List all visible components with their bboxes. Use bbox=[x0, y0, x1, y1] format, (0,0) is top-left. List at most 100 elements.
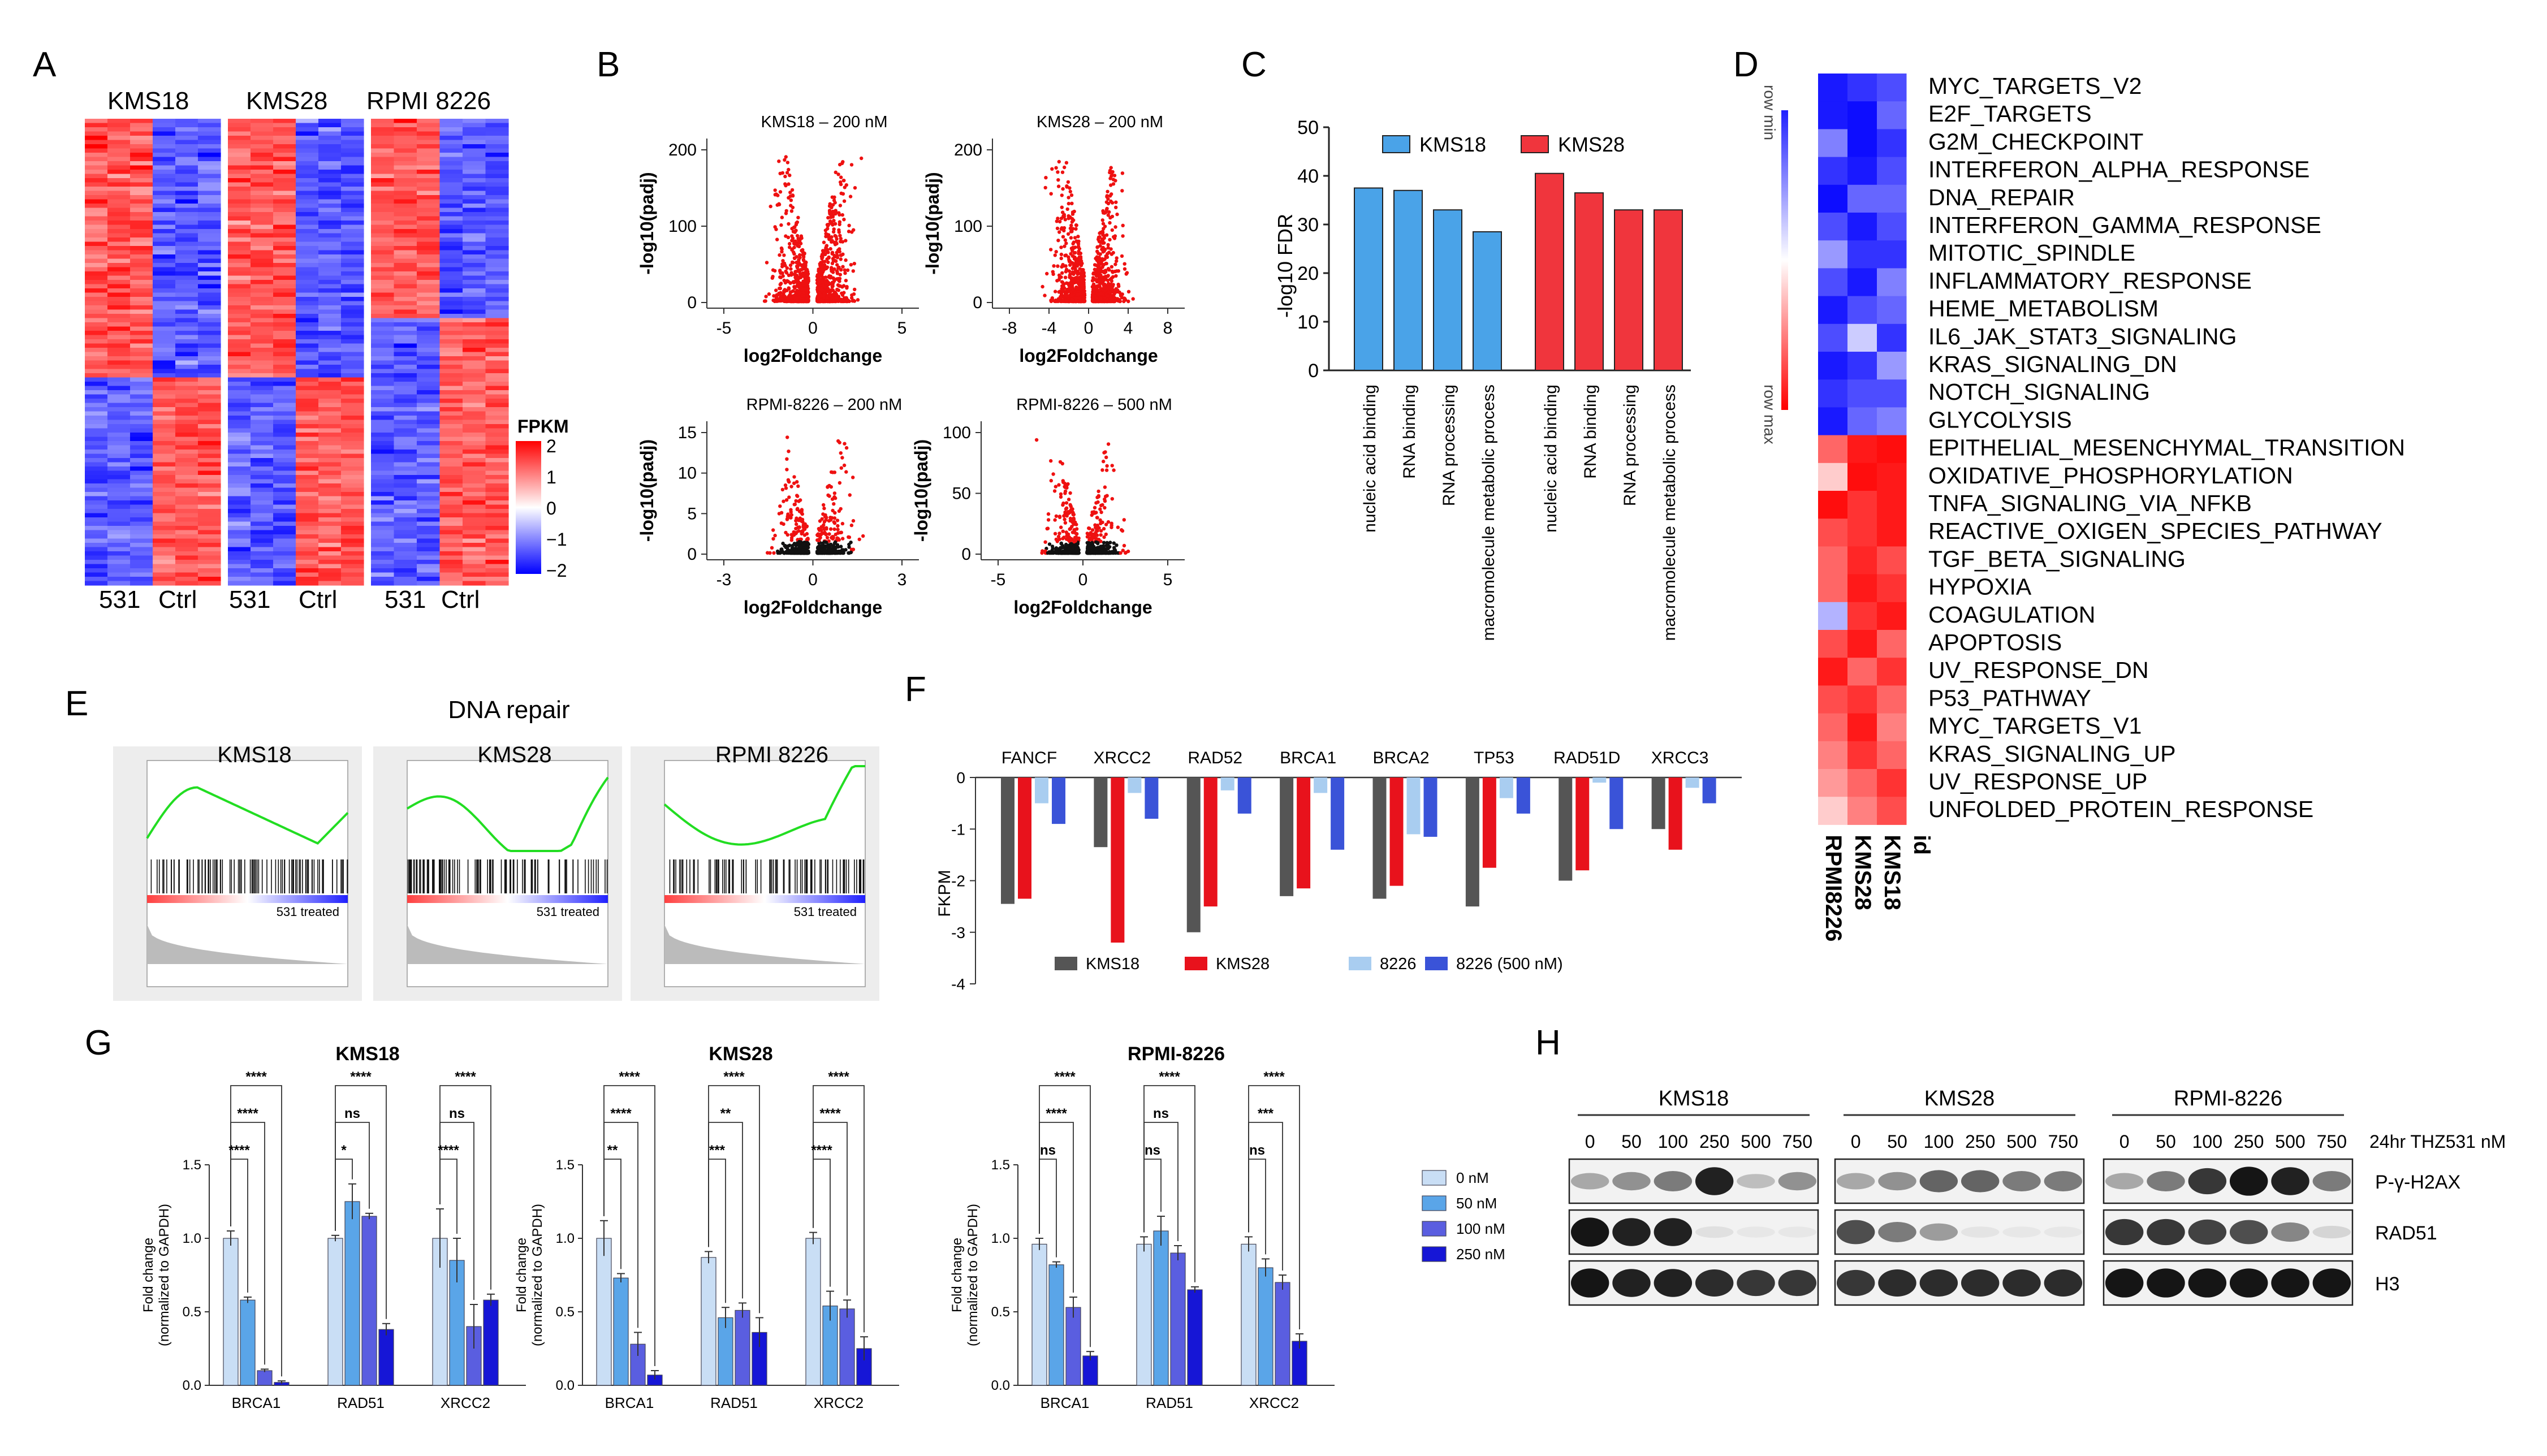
volcano-point bbox=[841, 265, 845, 269]
heatmap-cell bbox=[198, 538, 221, 543]
heatmap-cell bbox=[341, 216, 364, 221]
heatmap-cell bbox=[394, 416, 417, 421]
heatmap-cell bbox=[394, 479, 417, 484]
heatmap-cell bbox=[130, 335, 153, 340]
heatmap-cell bbox=[394, 254, 417, 260]
heatmap-cell bbox=[228, 297, 251, 302]
heatmap-cell bbox=[394, 530, 417, 535]
heatmap-cell bbox=[296, 538, 319, 543]
volcano-point bbox=[802, 255, 806, 259]
heatmap-cell bbox=[130, 208, 153, 213]
heatmap-cell bbox=[251, 453, 274, 459]
heatmap-cell bbox=[371, 475, 395, 480]
volcano-point bbox=[778, 286, 783, 291]
heatmap-cell bbox=[130, 530, 153, 535]
volcano-point bbox=[782, 278, 786, 283]
heatmap-cell bbox=[85, 424, 108, 429]
volcano-point bbox=[798, 241, 803, 245]
heatmap-cell bbox=[417, 246, 441, 251]
heatmap-cell bbox=[130, 492, 153, 497]
volcano-point bbox=[1073, 270, 1078, 274]
heatmap-cell bbox=[198, 208, 221, 213]
heatmap-cell bbox=[439, 403, 463, 408]
heatmap-cell bbox=[228, 513, 251, 518]
heatmap-cell bbox=[439, 496, 463, 501]
volcano-ytick-label: 0 bbox=[687, 545, 697, 564]
heatmap-cell bbox=[341, 416, 364, 421]
heatmap-cell bbox=[175, 416, 198, 421]
heatmap-cell bbox=[251, 373, 274, 378]
heatmap-cell bbox=[273, 229, 296, 234]
heatmap-cell bbox=[463, 517, 486, 522]
heatmap-cell bbox=[85, 462, 108, 467]
heatmap-cell bbox=[463, 267, 486, 272]
heatmap-cell bbox=[296, 216, 319, 221]
heatmap-cell bbox=[318, 577, 342, 582]
volcano-point bbox=[1074, 227, 1078, 231]
volcano-point bbox=[1067, 258, 1071, 262]
heatmap-cell bbox=[485, 263, 509, 268]
heatmap-cell bbox=[107, 127, 131, 132]
volcano-point bbox=[832, 520, 836, 524]
heatmap-cell bbox=[153, 140, 176, 145]
heatmap-cell bbox=[251, 263, 274, 268]
heatmap-cell bbox=[251, 356, 274, 361]
fpkm-tick: 0 bbox=[546, 498, 556, 519]
heatmap-cell bbox=[251, 560, 274, 565]
heatmap-cell bbox=[153, 191, 176, 196]
heatmap-cell bbox=[107, 216, 131, 221]
heatmap-cell bbox=[198, 504, 221, 509]
heatmap-cell bbox=[251, 428, 274, 433]
heatmap-cell bbox=[439, 246, 463, 251]
volcano-point bbox=[831, 259, 836, 263]
heatmap-cell bbox=[198, 182, 221, 187]
heatmap-cell bbox=[318, 140, 342, 145]
volcano-point bbox=[1113, 225, 1117, 229]
volcano-point bbox=[1060, 280, 1064, 284]
heatmap-cell bbox=[394, 174, 417, 179]
heatmap-cell bbox=[175, 275, 198, 280]
volcano-point bbox=[1070, 212, 1075, 216]
heatmap-cell bbox=[417, 280, 441, 285]
volcano-point bbox=[1054, 166, 1058, 170]
heatmap-cell bbox=[439, 479, 463, 484]
volcano-point bbox=[1121, 234, 1125, 238]
heatmap-cell bbox=[371, 204, 395, 209]
heatmap-cell bbox=[198, 526, 221, 531]
heatmap-cell bbox=[341, 373, 364, 378]
heatmap-cell bbox=[371, 509, 395, 514]
heatmap-cell bbox=[371, 560, 395, 565]
heatmap-cell bbox=[85, 335, 108, 340]
heatmap-cell bbox=[463, 577, 486, 582]
heatmap-cell bbox=[296, 250, 319, 255]
heatmap-cell bbox=[318, 292, 342, 297]
heatmap-cell bbox=[130, 390, 153, 395]
heatmap-cell bbox=[228, 339, 251, 344]
volcano-title: RPMI-8226 – 200 nM bbox=[746, 396, 903, 414]
heatmap-cell bbox=[175, 271, 198, 276]
heatmap-cell bbox=[130, 399, 153, 404]
heatmap-cell bbox=[153, 144, 176, 149]
heatmap-cell bbox=[394, 284, 417, 289]
heatmap-cell bbox=[85, 318, 108, 323]
heatmap-cell bbox=[296, 136, 319, 141]
heatmap-cell bbox=[251, 433, 274, 438]
heatmap-cell bbox=[318, 433, 342, 438]
volcano-point bbox=[792, 284, 796, 289]
heatmap-cell bbox=[273, 348, 296, 353]
heatmap-cell bbox=[463, 572, 486, 577]
heatmap-cell bbox=[228, 538, 251, 543]
heatmap-cell bbox=[341, 411, 364, 416]
heatmap-cell bbox=[175, 136, 198, 141]
heatmap-cell bbox=[85, 470, 108, 476]
heatmap-cell bbox=[463, 369, 486, 374]
heatmap-cell bbox=[198, 377, 221, 382]
heatmap-cell bbox=[228, 445, 251, 450]
heatmap-cell bbox=[273, 572, 296, 577]
heatmap-cell bbox=[153, 326, 176, 331]
volcano-point bbox=[805, 299, 809, 303]
heatmap-cell bbox=[463, 462, 486, 467]
heatmap-cell bbox=[371, 182, 395, 187]
volcano-point bbox=[778, 190, 783, 194]
heatmap-cell bbox=[439, 462, 463, 467]
